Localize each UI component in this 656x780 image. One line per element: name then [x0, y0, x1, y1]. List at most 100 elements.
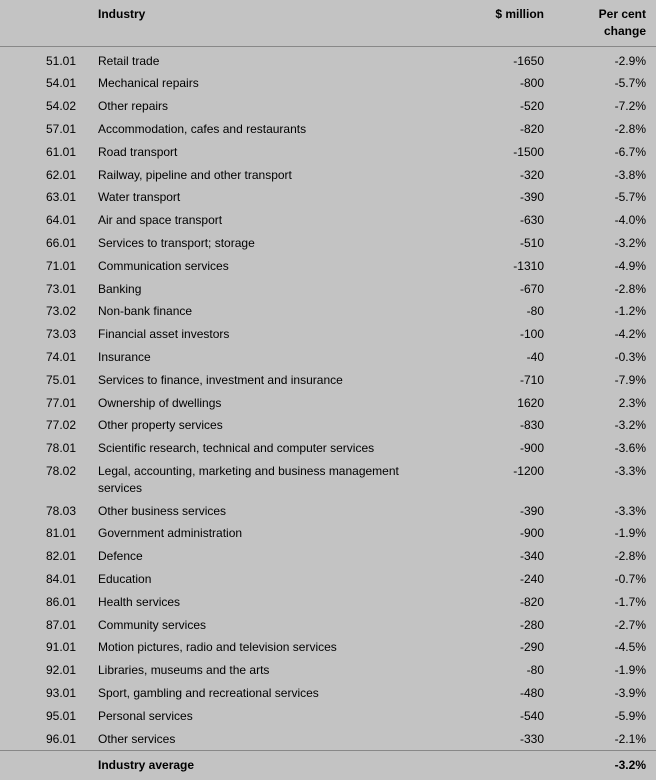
- table-body: 51.01Retail trade-1650-2.9%54.01Mechanic…: [0, 46, 656, 751]
- table-row: 57.01Accommodation, cafes and restaurant…: [0, 118, 656, 141]
- cell-industry: Other business services: [92, 500, 428, 523]
- cell-code: 78.01: [0, 437, 92, 460]
- table-row: 73.02Non-bank finance-80-1.2%: [0, 300, 656, 323]
- cell-pct: -3.8%: [550, 164, 656, 187]
- cell-pct: -3.2%: [550, 232, 656, 255]
- cell-code: 73.01: [0, 278, 92, 301]
- cell-million: -830: [428, 414, 550, 437]
- cell-industry: Accommodation, cafes and restaurants: [92, 118, 428, 141]
- header-million: $ million: [428, 0, 550, 46]
- cell-million: -1310: [428, 255, 550, 278]
- cell-pct: -3.3%: [550, 460, 656, 500]
- table-row: 61.01Road transport-1500-6.7%: [0, 141, 656, 164]
- cell-industry: Banking: [92, 278, 428, 301]
- cell-industry: Other property services: [92, 414, 428, 437]
- cell-code: 77.02: [0, 414, 92, 437]
- cell-million: -900: [428, 437, 550, 460]
- cell-million: -1200: [428, 460, 550, 500]
- cell-million: -100: [428, 323, 550, 346]
- cell-code: 78.03: [0, 500, 92, 523]
- cell-pct: 2.3%: [550, 392, 656, 415]
- cell-pct: -5.9%: [550, 705, 656, 728]
- cell-million: -630: [428, 209, 550, 232]
- cell-pct: -2.7%: [550, 614, 656, 637]
- table-row: 95.01Personal services-540-5.9%: [0, 705, 656, 728]
- table-row: 63.01Water transport-390-5.7%: [0, 186, 656, 209]
- table-row: 74.01Insurance-40-0.3%: [0, 346, 656, 369]
- cell-code: 74.01: [0, 346, 92, 369]
- cell-million: -340: [428, 545, 550, 568]
- table-row: 78.02Legal, accounting, marketing and bu…: [0, 460, 656, 500]
- cell-industry: Railway, pipeline and other transport: [92, 164, 428, 187]
- cell-pct: -4.5%: [550, 636, 656, 659]
- table-row: 73.01Banking-670-2.8%: [0, 278, 656, 301]
- cell-code: 91.01: [0, 636, 92, 659]
- table-row: 75.01Services to finance, investment and…: [0, 369, 656, 392]
- cell-million: -820: [428, 591, 550, 614]
- cell-industry: Scientific research, technical and compu…: [92, 437, 428, 460]
- table-row: 92.01Libraries, museums and the arts-80-…: [0, 659, 656, 682]
- footer-label: Industry average: [92, 751, 428, 780]
- cell-industry: Health services: [92, 591, 428, 614]
- cell-million: -320: [428, 164, 550, 187]
- cell-code: 92.01: [0, 659, 92, 682]
- table-row: 71.01Communication services-1310-4.9%: [0, 255, 656, 278]
- cell-code: 95.01: [0, 705, 92, 728]
- cell-code: 86.01: [0, 591, 92, 614]
- cell-industry: Ownership of dwellings: [92, 392, 428, 415]
- cell-million: -480: [428, 682, 550, 705]
- footer-code: [0, 751, 92, 780]
- table-row: 87.01Community services-280-2.7%: [0, 614, 656, 637]
- cell-pct: -2.8%: [550, 278, 656, 301]
- table-row: 54.01Mechanical repairs-800-5.7%: [0, 72, 656, 95]
- cell-industry: Non-bank finance: [92, 300, 428, 323]
- cell-pct: -4.2%: [550, 323, 656, 346]
- table-row: 81.01Government administration-900-1.9%: [0, 522, 656, 545]
- cell-code: 82.01: [0, 545, 92, 568]
- cell-million: -710: [428, 369, 550, 392]
- cell-code: 73.02: [0, 300, 92, 323]
- cell-industry: Sport, gambling and recreational service…: [92, 682, 428, 705]
- table-row: 64.01Air and space transport-630-4.0%: [0, 209, 656, 232]
- cell-million: -540: [428, 705, 550, 728]
- cell-million: -330: [428, 728, 550, 751]
- cell-code: 66.01: [0, 232, 92, 255]
- table-row: 54.02Other repairs-520-7.2%: [0, 95, 656, 118]
- cell-million: -800: [428, 72, 550, 95]
- cell-code: 87.01: [0, 614, 92, 637]
- cell-million: -390: [428, 500, 550, 523]
- table-row: 84.01Education-240-0.7%: [0, 568, 656, 591]
- cell-code: 62.01: [0, 164, 92, 187]
- table-row: 77.01Ownership of dwellings16202.3%: [0, 392, 656, 415]
- table-row: 78.03Other business services-390-3.3%: [0, 500, 656, 523]
- cell-million: -670: [428, 278, 550, 301]
- header-pct-change: Per cent change: [550, 0, 656, 46]
- cell-code: 96.01: [0, 728, 92, 751]
- cell-million: -520: [428, 95, 550, 118]
- cell-pct: -4.0%: [550, 209, 656, 232]
- cell-code: 51.01: [0, 46, 92, 72]
- table-row: 78.01Scientific research, technical and …: [0, 437, 656, 460]
- industry-table-container: Industry $ million Per cent change 51.01…: [0, 0, 656, 780]
- cell-million: -900: [428, 522, 550, 545]
- table-row: 51.01Retail trade-1650-2.9%: [0, 46, 656, 72]
- cell-industry: Community services: [92, 614, 428, 637]
- cell-pct: -0.3%: [550, 346, 656, 369]
- cell-pct: -4.9%: [550, 255, 656, 278]
- cell-industry: Road transport: [92, 141, 428, 164]
- cell-industry: Services to finance, investment and insu…: [92, 369, 428, 392]
- cell-pct: -5.7%: [550, 186, 656, 209]
- table-row: 86.01Health services-820-1.7%: [0, 591, 656, 614]
- table-row: 96.01Other services-330-2.1%: [0, 728, 656, 751]
- cell-code: 57.01: [0, 118, 92, 141]
- table-row: 91.01Motion pictures, radio and televisi…: [0, 636, 656, 659]
- cell-industry: Insurance: [92, 346, 428, 369]
- cell-pct: -3.9%: [550, 682, 656, 705]
- cell-million: -290: [428, 636, 550, 659]
- cell-code: 78.02: [0, 460, 92, 500]
- cell-industry: Mechanical repairs: [92, 72, 428, 95]
- cell-code: 63.01: [0, 186, 92, 209]
- table-row: 93.01Sport, gambling and recreational se…: [0, 682, 656, 705]
- cell-code: 54.02: [0, 95, 92, 118]
- cell-code: 81.01: [0, 522, 92, 545]
